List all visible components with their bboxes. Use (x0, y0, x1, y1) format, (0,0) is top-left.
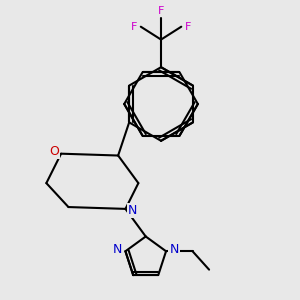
Text: F: F (185, 22, 191, 32)
Text: N: N (169, 243, 179, 256)
Text: O: O (49, 145, 59, 158)
Text: F: F (131, 22, 137, 32)
Text: N: N (112, 243, 122, 256)
Text: N: N (128, 204, 137, 217)
Text: F: F (158, 6, 164, 16)
